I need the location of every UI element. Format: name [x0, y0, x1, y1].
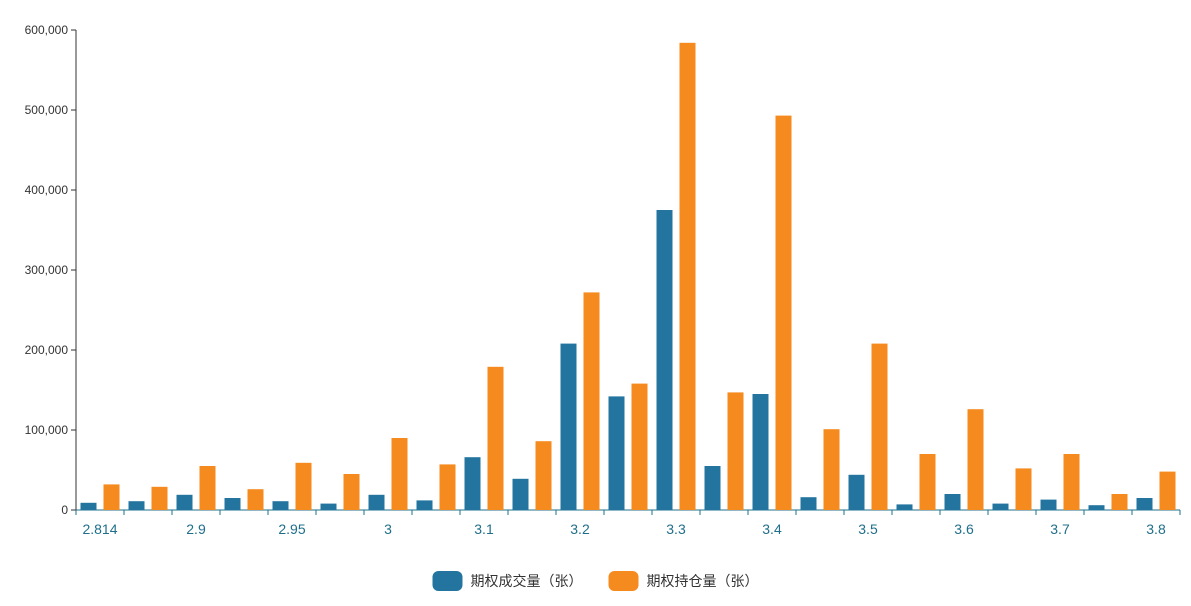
bar-open-interest[interactable] — [919, 454, 936, 510]
bar-volume[interactable] — [224, 498, 241, 510]
bar-open-interest[interactable] — [775, 115, 792, 510]
legend-label: 期权成交量（张） — [471, 573, 583, 589]
legend-swatch — [432, 571, 463, 591]
bar-open-interest[interactable] — [487, 366, 504, 510]
legend: 期权成交量（张） 期权持仓量（张） — [432, 571, 759, 591]
bar-volume[interactable] — [992, 503, 1009, 510]
bar-volume[interactable] — [80, 502, 97, 510]
x-tick-label: 3.6 — [954, 521, 974, 537]
bar-open-interest[interactable] — [295, 462, 312, 510]
bar-open-interest[interactable] — [679, 42, 696, 511]
bar-open-interest[interactable] — [823, 429, 840, 510]
bar-open-interest[interactable] — [391, 438, 408, 510]
bar-open-interest[interactable] — [343, 474, 360, 510]
bar-volume[interactable] — [944, 494, 961, 510]
bar-open-interest[interactable] — [1159, 471, 1176, 510]
y-tick-label: 600,000 — [25, 23, 69, 37]
bar-volume[interactable] — [416, 500, 433, 510]
bar-volume[interactable] — [128, 501, 145, 510]
bar-volume[interactable] — [1136, 498, 1153, 510]
bar-volume[interactable] — [656, 210, 673, 510]
bar-open-interest[interactable] — [199, 466, 216, 510]
legend-item-open-interest[interactable]: 期权持仓量（张） — [608, 571, 759, 591]
x-tick-label: 3 — [384, 521, 392, 537]
bar-volume[interactable] — [272, 501, 289, 510]
x-tick-label: 3.8 — [1146, 521, 1166, 537]
bar-volume[interactable] — [368, 494, 385, 510]
y-tick-label: 400,000 — [25, 183, 69, 197]
y-tick-label: 100,000 — [25, 423, 69, 437]
bar-open-interest[interactable] — [1063, 454, 1080, 510]
bar-volume[interactable] — [1040, 499, 1057, 510]
bar-volume[interactable] — [176, 494, 193, 510]
x-tick-label: 3.1 — [474, 521, 494, 537]
x-tick-label: 2.814 — [82, 521, 117, 537]
bar-volume[interactable] — [464, 457, 481, 510]
bar-volume[interactable] — [800, 497, 817, 510]
bar-volume[interactable] — [896, 504, 913, 510]
bar-volume[interactable] — [512, 478, 529, 510]
x-tick-label: 2.95 — [278, 521, 305, 537]
x-tick-label: 3.3 — [666, 521, 686, 537]
bar-open-interest[interactable] — [1015, 468, 1032, 510]
bar-volume[interactable] — [704, 466, 721, 510]
bar-open-interest[interactable] — [631, 383, 648, 510]
x-tick-label: 3.2 — [570, 521, 590, 537]
x-tick-label: 3.7 — [1050, 521, 1070, 537]
legend-label: 期权持仓量（张） — [647, 573, 759, 589]
bar-open-interest[interactable] — [583, 292, 600, 510]
legend-item-volume[interactable]: 期权成交量（张） — [432, 571, 583, 591]
bar-volume[interactable] — [848, 474, 865, 510]
y-tick-label: 0 — [61, 503, 68, 517]
bar-open-interest[interactable] — [1111, 494, 1128, 510]
bars — [80, 42, 1176, 511]
legend-swatch — [608, 571, 639, 591]
x-axis: 2.814 2.9 2.95 3 3.1 3.2 3.3 3.4 3.5 3.6 3.7 3.8 — [75, 509, 1181, 537]
bar-open-interest[interactable] — [871, 343, 888, 510]
bar-open-interest[interactable] — [967, 409, 984, 510]
bar-open-interest[interactable] — [439, 464, 456, 510]
bar-open-interest[interactable] — [151, 486, 168, 510]
x-tick-label: 2.9 — [186, 521, 206, 537]
bar-open-interest[interactable] — [103, 484, 120, 510]
y-tick-label: 300,000 — [25, 263, 69, 277]
bar-open-interest[interactable] — [535, 441, 552, 510]
bar-volume[interactable] — [608, 396, 625, 510]
y-tick-label: 200,000 — [25, 343, 69, 357]
bar-volume[interactable] — [752, 394, 769, 510]
x-tick-label: 3.4 — [762, 521, 782, 537]
bar-volume[interactable] — [560, 343, 577, 510]
bar-volume[interactable] — [320, 503, 337, 510]
bar-volume[interactable] — [1088, 505, 1105, 510]
x-tick-label: 3.5 — [858, 521, 878, 537]
bar-open-interest[interactable] — [247, 489, 264, 510]
bar-open-interest[interactable] — [727, 392, 744, 510]
y-axis: 0 100,000 200,000 300,000 400,000 500,000 600,… — [25, 23, 77, 517]
y-tick-label: 500,000 — [25, 103, 69, 117]
